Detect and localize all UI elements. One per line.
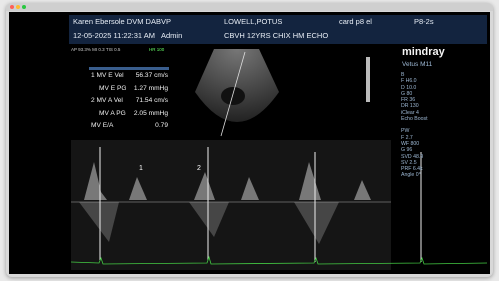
- title-bar: [6, 3, 493, 11]
- marker: 1: [139, 165, 143, 172]
- parameter-text: iClear 4: [401, 110, 419, 116]
- measurement-label: MV E/A: [91, 122, 113, 129]
- parameter-text: F H6.0: [401, 78, 417, 84]
- measurement-row: 2 MV A Vel 71.54 cm/s: [91, 97, 168, 104]
- measurement-row: 1 MV E Vel 56.37 cm/s: [91, 72, 168, 79]
- ultrasound-screen: Karen Ebersole DVM DABVP LOWELL,POTUS ca…: [9, 12, 490, 274]
- sector-image: [195, 49, 279, 122]
- measurement-row: MV A PG 2.05 mmHg: [91, 110, 168, 117]
- browser-window: Karen Ebersole DVM DABVP LOWELL,POTUS ca…: [6, 3, 493, 277]
- chamber: [221, 87, 245, 105]
- measurement-label: 1 MV E Vel: [91, 72, 124, 79]
- parameter-text: F 2.7: [401, 135, 413, 141]
- measurement-label: MV E PG: [91, 85, 126, 92]
- measurement-value: 1.27 mmHg: [134, 85, 168, 92]
- parameter-text: PRF 6.4k: [401, 166, 423, 172]
- parameter-text: D 10.0: [401, 85, 416, 91]
- parameter-text: Echo Boost: [401, 116, 428, 122]
- measurement-panel: 1 MV E Vel 56.37 cm/s MV E PG 1.27 mmHg 2 MV…: [89, 67, 169, 138]
- parameter-text: FR 36: [401, 97, 415, 103]
- parameter-text: G 96: [401, 147, 412, 153]
- measurement-value: 2.05 mmHg: [134, 110, 168, 117]
- measurement-value: 56.37 cm/s: [136, 72, 168, 79]
- measurement-value: 0.79: [155, 122, 168, 129]
- parameter-text: Angle 0°: [401, 172, 421, 178]
- parameter-text: DR 130: [401, 103, 419, 109]
- gray-bar: [366, 57, 370, 102]
- parameter: Angle 0°: [401, 172, 481, 178]
- parameter-text: B: [401, 72, 404, 78]
- marker: 2: [197, 165, 201, 172]
- measurement-label: MV A PG: [91, 110, 126, 117]
- measurement-row: MV E/A 0.79: [91, 122, 168, 129]
- measurement-value: 71.54 cm/s: [136, 97, 168, 104]
- measurement-label: 2 MV A Vel: [91, 97, 123, 104]
- doppler-area: [71, 140, 391, 270]
- parameter-text: WF 800: [401, 141, 419, 147]
- parameter-text: SV 2.5: [401, 160, 417, 166]
- measurement-row: MV E PG 1.27 mmHg: [91, 85, 168, 92]
- parameter-text: SVD 48.9: [401, 154, 423, 160]
- parameter-text: PW: [401, 128, 409, 134]
- parameter-text: G 80: [401, 91, 412, 97]
- parameter: Echo Boost: [401, 116, 481, 122]
